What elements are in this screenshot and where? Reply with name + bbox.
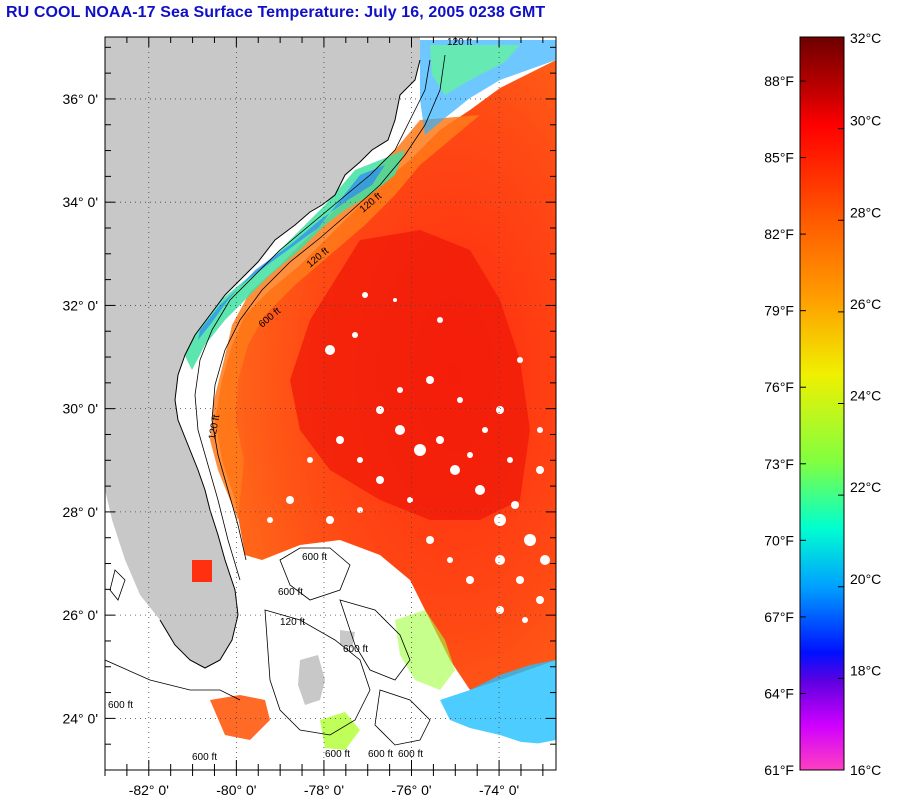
- latitude-label: 36° 0': [62, 91, 98, 107]
- colorbar-fahrenheit-label: 79°F: [764, 303, 794, 319]
- colorbar-fahrenheit-label: 76°F: [764, 379, 794, 395]
- colorbar: 32°C 30°C 28°C 26°C 24°C 22°C 20°C 18°C 16°C 88°…: [764, 30, 881, 778]
- graticule: [105, 37, 556, 770]
- colorbar-fahrenheit-label: 82°F: [764, 226, 794, 242]
- latitude-label: 24° 0': [62, 710, 98, 726]
- latitude-label: 26° 0': [62, 607, 98, 623]
- sst-cold-shelf-blue: [198, 165, 385, 340]
- colorbar-fahrenheit-label: 73°F: [764, 456, 794, 472]
- florida-bay: [105, 490, 215, 700]
- colorbar-fahrenheit-label: 70°F: [764, 532, 794, 548]
- map-title: RU COOL NOAA-17 Sea Surface Temperature:…: [6, 4, 546, 21]
- contour-label: 600 ft: [398, 749, 423, 760]
- colorbar-celsius-label: 16°C: [850, 762, 881, 778]
- latitude-label: 28° 0': [62, 504, 98, 520]
- sst-bahamas-patch: [210, 695, 270, 740]
- longitude-label: -82° 0': [129, 782, 169, 798]
- axis-ticks: [104, 37, 556, 776]
- contour-label: 600 ft: [192, 752, 217, 763]
- contour-label: 120 ft: [280, 617, 305, 628]
- contour-label: 600 ft: [302, 552, 327, 563]
- land-north: [105, 37, 420, 668]
- latitude-labels: 36° 0' 34° 0' 32° 0' 30° 0' 28° 0' 26° 0' 24° …: [62, 91, 98, 726]
- colorbar-celsius-label: 24°C: [850, 388, 881, 404]
- colorbar-fahrenheit-label: 85°F: [764, 150, 794, 166]
- colorbar-celsius-label: 26°C: [850, 296, 881, 312]
- latitude-label: 30° 0': [62, 401, 98, 417]
- colorbar-celsius-label: 18°C: [850, 662, 881, 678]
- sst-cold-southeast: [440, 660, 556, 745]
- colorbar-celsius-labels: 32°C 30°C 28°C 26°C 24°C 22°C 20°C 18°C 16°C: [850, 30, 881, 778]
- colorbar-celsius-label: 20°C: [850, 571, 881, 587]
- longitude-label: -78° 0': [304, 782, 344, 798]
- lake-okeechobee: [192, 560, 212, 582]
- map-frame: [104, 36, 557, 771]
- sst-map: 120 ft 120 ft 120 ft 600 ft 120 ft 600 f…: [105, 37, 556, 770]
- cloud-speckles: [267, 292, 550, 623]
- colorbar-fahrenheit-label: 67°F: [764, 609, 794, 625]
- colorbar-ticks: [800, 36, 844, 771]
- colorbar-fahrenheit-label: 88°F: [764, 73, 794, 89]
- contour-label: 600 ft: [325, 749, 350, 760]
- longitude-label: -74° 0': [479, 782, 519, 798]
- sst-shelf-band: [210, 115, 480, 520]
- contour-label: 600 ft: [278, 587, 303, 598]
- contour-label: 600 ft: [343, 644, 368, 655]
- sst-bahamas-patch-2: [320, 712, 360, 750]
- sst-cold-shelf: [182, 150, 405, 370]
- latitude-label: 34° 0': [62, 194, 98, 210]
- contour-label: 600 ft: [368, 749, 393, 760]
- colorbar-celsius-label: 32°C: [850, 30, 881, 46]
- colorbar-gradient: [799, 36, 845, 771]
- contour-label: 600 ft: [108, 700, 133, 711]
- sst-cold-southeast-green: [395, 610, 455, 690]
- contour-label: 120 ft: [207, 414, 222, 441]
- colorbar-celsius-label: 28°C: [850, 204, 881, 220]
- colorbar-fahrenheit-labels: 88°F 85°F 82°F 79°F 76°F 73°F 70°F 67°F 64°F 61°F: [764, 73, 794, 778]
- colorbar-fahrenheit-label: 61°F: [764, 762, 794, 778]
- coastline: [159, 59, 421, 669]
- colorbar-fahrenheit-label: 64°F: [764, 685, 794, 701]
- contour-label: 120 ft: [447, 37, 472, 48]
- colorbar-celsius-label: 30°C: [850, 113, 881, 129]
- latitude-label: 32° 0': [62, 297, 98, 313]
- bathymetry-contours: [105, 54, 446, 746]
- longitude-label: -80° 0': [216, 782, 256, 798]
- longitude-labels: -82° 0' -80° 0' -78° 0' -76° 0' -74° 0': [129, 782, 519, 798]
- longitude-label: -76° 0': [391, 782, 431, 798]
- sst-cold-north-green: [430, 45, 520, 95]
- sst-warm-core: [290, 230, 530, 520]
- colorbar-celsius-label: 22°C: [850, 479, 881, 495]
- bahamas-land: [298, 655, 325, 705]
